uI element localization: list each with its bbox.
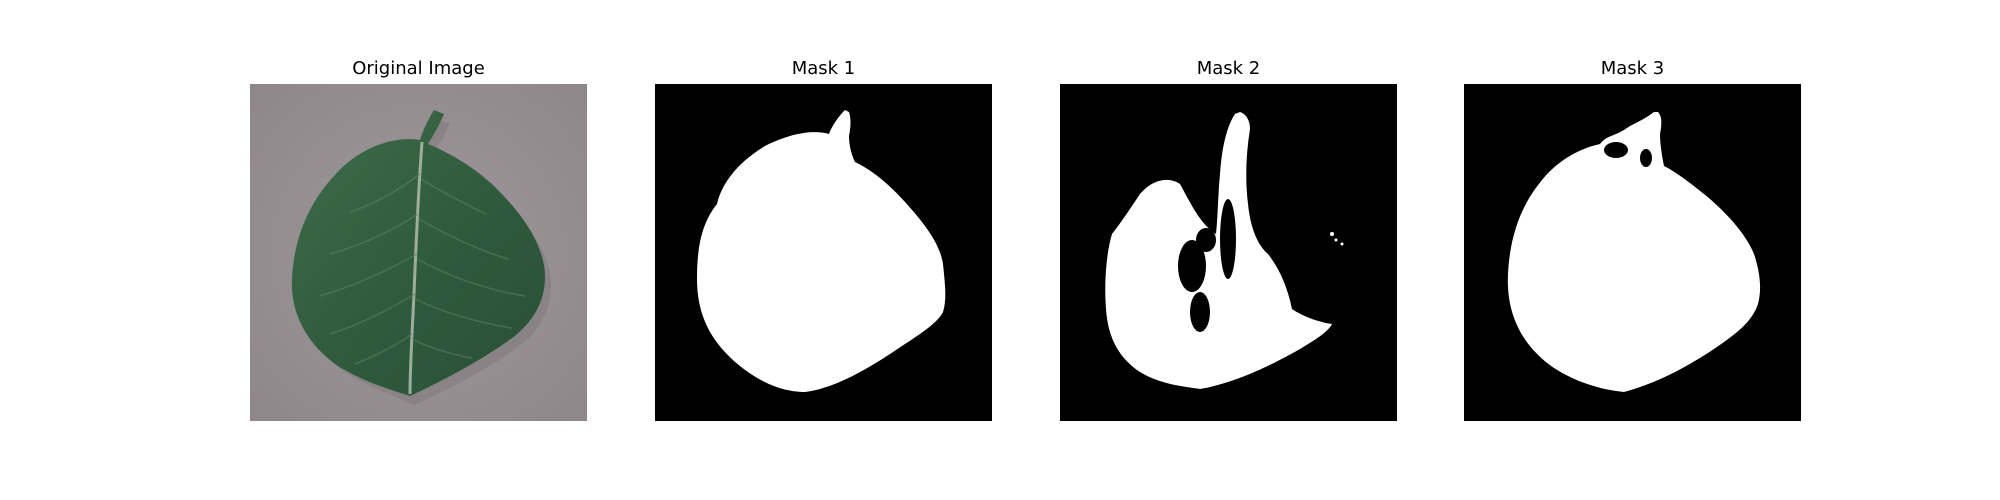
binary-mask-1 xyxy=(655,84,992,421)
panel-title: Mask 3 xyxy=(1600,58,1665,79)
panel-original-image: Original Image xyxy=(250,0,587,500)
panel-mask-3: Mask 3 xyxy=(1464,0,1801,500)
panel-title: Original Image xyxy=(352,58,485,79)
panel-mask-1: Mask 1 xyxy=(655,0,992,500)
panel-title: Mask 2 xyxy=(1196,58,1261,79)
panel-mask-2: Mask 2 xyxy=(1060,0,1397,500)
panel-title: Mask 1 xyxy=(791,58,856,79)
binary-mask-2 xyxy=(1060,84,1397,421)
binary-mask-3 xyxy=(1464,84,1801,421)
leaf-photo xyxy=(250,84,587,421)
